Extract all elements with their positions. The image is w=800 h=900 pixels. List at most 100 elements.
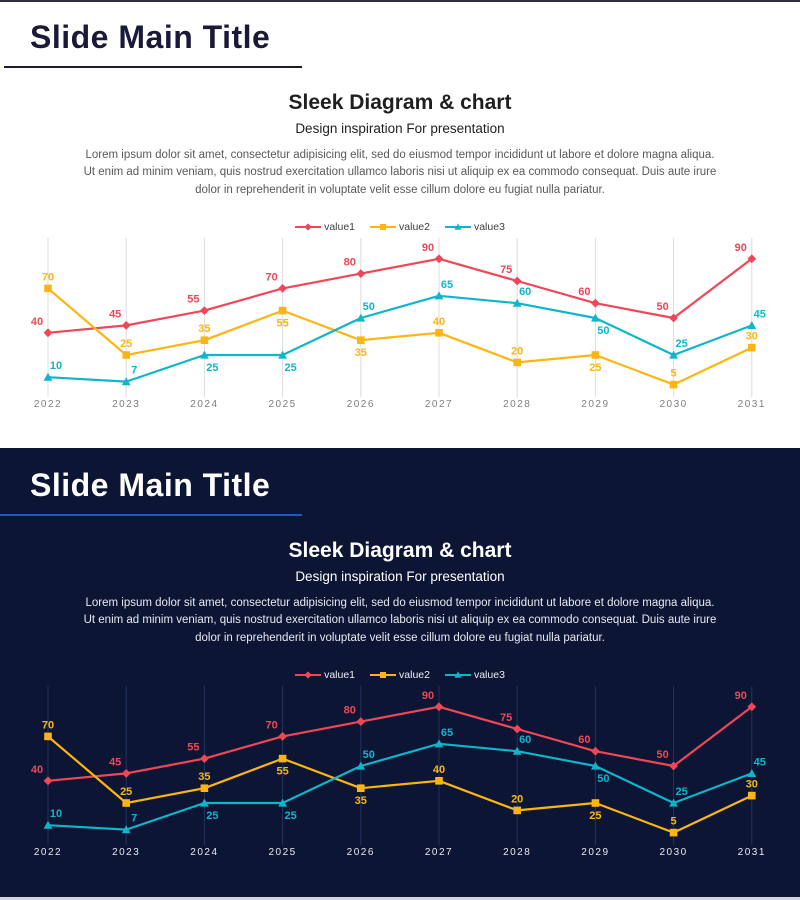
legend-item-value3: value3: [444, 669, 505, 681]
svg-text:5: 5: [671, 368, 677, 380]
svg-text:35: 35: [355, 347, 367, 359]
svg-text:65: 65: [441, 727, 453, 739]
svg-text:2031: 2031: [738, 847, 766, 858]
legend-item-value2: value2: [370, 669, 430, 681]
legend-label: value2: [399, 669, 430, 681]
svg-text:40: 40: [31, 764, 43, 776]
svg-text:50: 50: [656, 301, 668, 313]
value2-line-marker-icon: [370, 224, 397, 230]
svg-text:60: 60: [519, 286, 531, 298]
svg-text:25: 25: [284, 362, 296, 374]
svg-text:25: 25: [120, 338, 132, 350]
svg-text:2027: 2027: [425, 399, 453, 410]
slide-dark: Slide Main Title Sleek Diagram & chart D…: [0, 448, 800, 898]
svg-text:2030: 2030: [659, 399, 687, 410]
svg-text:50: 50: [597, 773, 609, 785]
svg-text:60: 60: [578, 734, 590, 746]
slide-main-title: Slide Main Title: [30, 19, 271, 55]
value1-line-marker-icon: [295, 223, 322, 231]
line-chart: 2022 2023 2024 2025 2026 2027 2028 2029 2030 2031…: [31, 686, 766, 858]
svg-text:10: 10: [50, 360, 62, 372]
legend-label: value1: [324, 669, 356, 681]
svg-text:60: 60: [578, 286, 590, 298]
value2-line-marker-icon: [370, 672, 397, 678]
svg-text:2028: 2028: [503, 399, 531, 410]
chart-subheading: Design inspiration For presentation: [295, 569, 505, 584]
value3-line-marker-icon: [444, 223, 471, 230]
svg-text:25: 25: [589, 362, 601, 374]
svg-text:55: 55: [187, 294, 199, 306]
svg-text:2026: 2026: [347, 399, 375, 410]
svg-text:7: 7: [131, 365, 137, 377]
svg-text:90: 90: [735, 242, 747, 254]
title-underline: [4, 66, 302, 68]
svg-text:25: 25: [206, 362, 218, 374]
chart-legend: value1 value2 value3: [0, 221, 800, 233]
chart-legend: value1 value2 value3: [0, 669, 800, 681]
chart-subheading: Design inspiration For presentation: [295, 121, 505, 136]
svg-text:40: 40: [433, 764, 445, 776]
svg-text:70: 70: [265, 719, 277, 731]
svg-text:45: 45: [109, 308, 121, 320]
chart-heading: Sleek Diagram & chart: [288, 91, 512, 114]
svg-text:55: 55: [276, 318, 288, 330]
svg-text:2023: 2023: [112, 399, 140, 410]
legend-label: value3: [473, 669, 505, 681]
svg-text:35: 35: [198, 771, 210, 783]
svg-text:2029: 2029: [581, 847, 609, 858]
legend-item-value2: value2: [370, 221, 430, 233]
svg-text:25: 25: [675, 786, 687, 798]
slide-main-title: Slide Main Title: [30, 467, 271, 503]
top-border: [0, 0, 800, 2]
svg-text:75: 75: [500, 264, 512, 276]
bottom-strip: [0, 897, 800, 900]
svg-text:55: 55: [187, 742, 199, 754]
svg-text:35: 35: [355, 795, 367, 807]
svg-text:2023: 2023: [112, 847, 140, 858]
svg-text:10: 10: [50, 808, 62, 820]
body-text: Lorem ipsum dolor sit amet, consectetur …: [83, 597, 717, 644]
svg-text:70: 70: [42, 271, 54, 283]
svg-text:70: 70: [265, 271, 277, 283]
svg-text:25: 25: [206, 810, 218, 822]
svg-text:2026: 2026: [347, 847, 375, 858]
svg-text:50: 50: [597, 325, 609, 337]
chart-heading: Sleek Diagram & chart: [288, 539, 512, 562]
svg-text:90: 90: [422, 690, 434, 702]
legend-label: value2: [399, 221, 430, 233]
svg-text:65: 65: [441, 279, 453, 291]
svg-text:80: 80: [344, 257, 356, 269]
body-text: Lorem ipsum dolor sit amet, consectetur …: [83, 149, 717, 196]
line-chart: 2022 2023 2024 2025 2026 2027 2028 2029 2030 2031…: [31, 238, 766, 410]
svg-text:50: 50: [363, 301, 375, 313]
svg-text:20: 20: [511, 345, 523, 357]
svg-text:25: 25: [284, 810, 296, 822]
slide-light: Slide Main Title Sleek Diagram & chart D…: [0, 0, 800, 448]
svg-text:30: 30: [746, 779, 758, 791]
svg-text:2030: 2030: [659, 847, 687, 858]
svg-text:40: 40: [31, 316, 43, 328]
svg-text:2025: 2025: [268, 399, 296, 410]
title-underline: [0, 514, 302, 516]
legend-item-value1: value1: [295, 669, 355, 681]
svg-text:2025: 2025: [268, 847, 296, 858]
legend-item-value1: value1: [295, 221, 355, 233]
svg-text:2022: 2022: [34, 847, 62, 858]
svg-text:2024: 2024: [190, 847, 218, 858]
svg-text:2028: 2028: [503, 847, 531, 858]
svg-text:45: 45: [109, 756, 121, 768]
value3-line-marker-icon: [444, 671, 471, 678]
svg-text:40: 40: [433, 316, 445, 328]
legend-label: value1: [324, 221, 356, 233]
svg-text:2024: 2024: [190, 399, 218, 410]
svg-text:25: 25: [589, 810, 601, 822]
svg-text:80: 80: [344, 705, 356, 717]
svg-text:90: 90: [735, 690, 747, 702]
svg-text:35: 35: [198, 323, 210, 335]
svg-text:70: 70: [42, 719, 54, 731]
svg-text:2022: 2022: [34, 399, 62, 410]
value1-line-marker-icon: [295, 671, 322, 679]
svg-text:90: 90: [422, 242, 434, 254]
svg-text:75: 75: [500, 712, 512, 724]
